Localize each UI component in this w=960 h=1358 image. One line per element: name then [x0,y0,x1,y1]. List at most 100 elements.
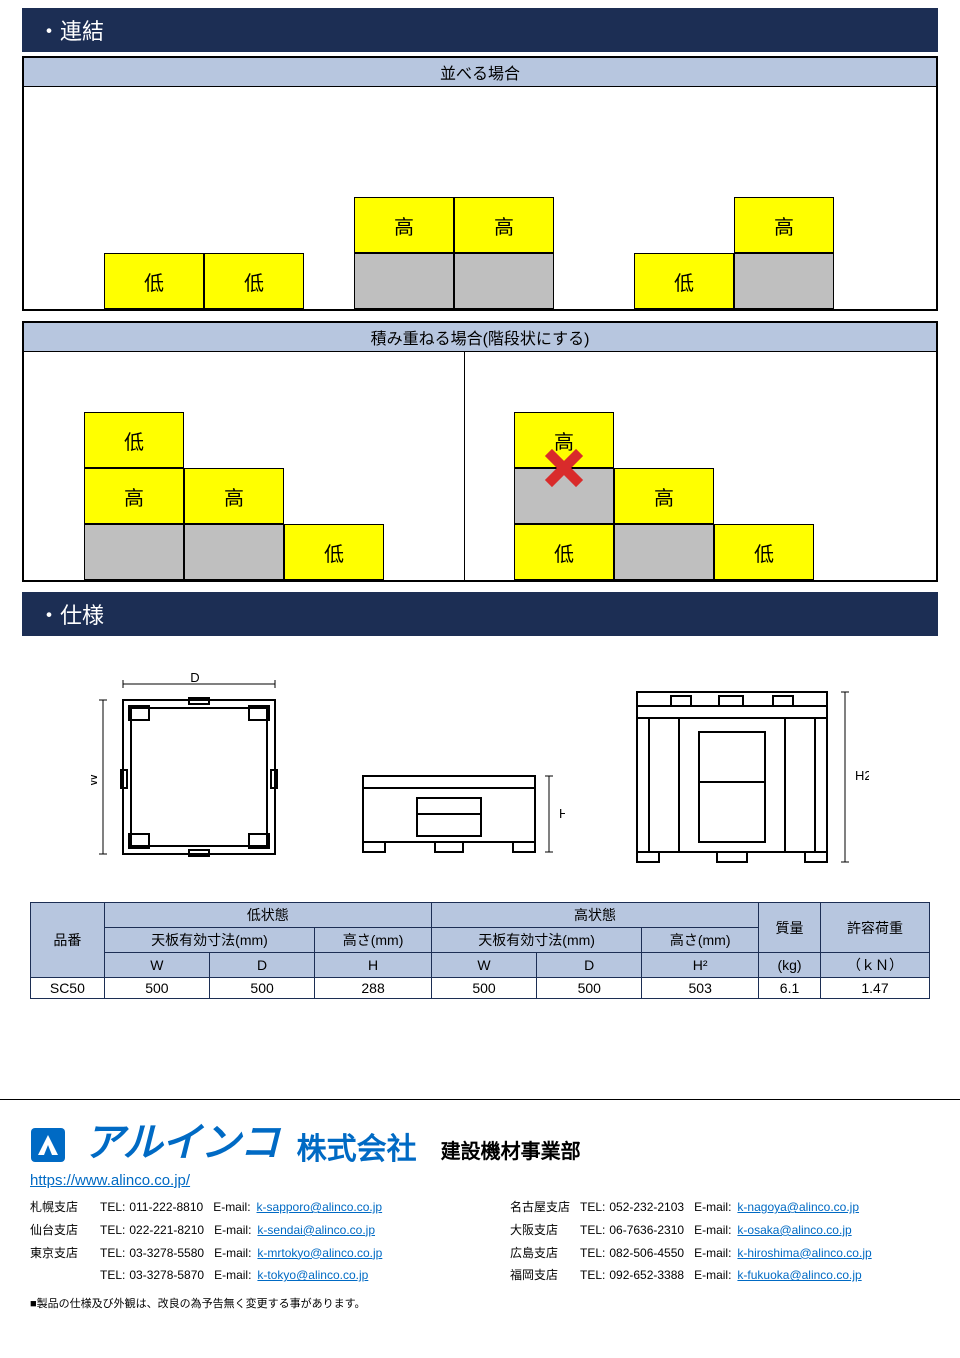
email-label: E-mail: [694,1196,731,1219]
block-high-top: 高 [354,197,454,253]
stack-divider [464,352,465,580]
cell-highD: 500 [537,978,642,999]
diagram-body-side: 低低高高低高 [24,87,936,309]
cell-hinban: SC50 [31,978,105,999]
email-label: E-mail: [214,1219,251,1242]
email-label: E-mail: [694,1264,731,1287]
th-highstate: 高状態 [431,903,758,928]
branch-tel: 011-222-8810 [129,1196,203,1219]
th-W-high: W [431,953,536,978]
branch-email[interactable]: k-mrtokyo@alinco.co.jp [257,1242,382,1265]
th-topdim-high: 天板有効寸法(mm) [431,928,641,953]
th-H: H [315,953,432,978]
block-low: 低 [284,524,384,580]
block-low: 低 [634,253,734,309]
th-D-low: D [209,953,314,978]
cell-lowD: 500 [209,978,314,999]
brand-row: アルインコ 株式会社 建設機材事業部 [30,1110,930,1168]
th-W-low: W [104,953,209,978]
branch-row: 札幌支店TEL:011-222-8810 E-mail: k-sapporo@ali… [30,1196,450,1219]
branch-name: 名古屋支店 [510,1196,580,1219]
dim-H2: H2 [855,768,869,783]
cell-highW: 500 [431,978,536,999]
block-high-base [454,253,554,309]
block-high-base [84,524,184,580]
drawing-top-view: D W [91,672,291,872]
th-mass: 質量 [759,903,821,953]
drawing-side-high: H2 [619,672,869,872]
branch-email[interactable]: k-tokyo@alinco.co.jp [257,1264,368,1287]
branch-email[interactable]: k-osaka@alinco.co.jp [737,1219,851,1242]
block-high-top: 高 [184,468,284,524]
branch-email[interactable]: k-sapporo@alinco.co.jp [257,1196,383,1219]
tel-label: TEL: [580,1242,605,1265]
cell-load: 1.47 [821,978,930,999]
branch-row: 福岡支店TEL:092-652-3388E-mail:k-fukuoka@ali… [510,1264,930,1287]
technical-drawings: D W H [30,672,930,872]
branch-name: 札幌支店 [30,1196,100,1219]
tel-label: TEL: [580,1196,605,1219]
block-low: 低 [204,253,304,309]
branch-name: 広島支店 [510,1242,580,1265]
branch-row: 仙台支店TEL:022-221-8210E-mail:k-sendai@alin… [30,1219,450,1242]
branch-email[interactable]: k-sendai@alinco.co.jp [257,1219,375,1242]
branch-email[interactable]: k-nagoya@alinco.co.jp [737,1196,859,1219]
th-mass-unit: (kg) [759,953,821,978]
branch-tel: 022-221-8210 [129,1219,204,1242]
branch-row: 広島支店TEL:082-506-4550 E-mail: k-hiroshima@a… [510,1242,930,1265]
diagram-side-by-side: 並べる場合 低低高高低高 [22,56,938,311]
email-label: E-mail: [214,1264,251,1287]
branch-tel: 03-3278-5580 [129,1242,204,1265]
tel-label: TEL: [580,1219,605,1242]
company-url[interactable]: https://www.alinco.co.jp/ [30,1172,190,1189]
block-high-base [514,468,614,524]
branch-row: 名古屋支店TEL:052-232-2103 E-mail: k-nagoya@ali… [510,1196,930,1219]
branches: 札幌支店TEL:011-222-8810E-mail:k-sapporo@ali… [30,1196,930,1287]
cell-highH2: 503 [642,978,759,999]
section-header-shiyou: ・仕様 [22,592,938,636]
department-name: 建設機材事業部 [441,1135,581,1168]
email-label: E-mail: [213,1196,250,1219]
tel-label: TEL: [100,1264,125,1287]
block-low: 低 [514,524,614,580]
cell-lowH: 288 [315,978,432,999]
footer: アルインコ 株式会社 建設機材事業部 https://www.alinco.co… [0,1099,960,1335]
th-lowstate: 低状態 [104,903,431,928]
disclaimer: ■製品の仕様及び外観は、改良の為予告無く変更する事があります。 [30,1295,930,1311]
block-high-top: 高 [84,468,184,524]
email-label: E-mail: [694,1242,731,1265]
tel-label: TEL: [580,1264,605,1287]
spec-table: 品番低状態高状態質量許容荷重天板有効寸法(mm)高さ(mm)天板有効寸法(mm)… [30,902,930,999]
branch-name: 仙台支店 [30,1219,100,1242]
diagram-body-stack: 高低高低低高高低 [24,352,936,580]
block-low: 低 [104,253,204,309]
branch-tel: 06-7636-2310 [609,1219,684,1242]
branches-left: 札幌支店TEL:011-222-8810E-mail:k-sapporo@ali… [30,1196,450,1287]
brand-name: アルインコ [84,1110,279,1168]
branch-name: 福岡支店 [510,1264,580,1287]
th-D-high: D [537,953,642,978]
branch-tel: 082-506-4550 [609,1242,684,1265]
branch-email[interactable]: k-fukuoka@alinco.co.jp [737,1264,861,1287]
section-header-renketsu: ・連結 [22,8,938,52]
branch-row: 東京支店TEL:03-3278-5580E-mail:k-mrtokyo@ali… [30,1242,450,1265]
cell-lowW: 500 [104,978,209,999]
th-load-unit: （ｋＮ） [821,953,930,978]
th-H2: H² [642,953,759,978]
diagram-stacked: 積み重ねる場合(階段状にする) 高低高低低高高低 [22,321,938,582]
branch-name: 東京支店 [30,1242,100,1265]
th-hinban: 品番 [31,903,105,978]
branch-tel: 052-232-2103 [609,1196,684,1219]
block-high-top: 高 [734,197,834,253]
block-high-base [614,524,714,580]
th-height-low: 高さ(mm) [315,928,432,953]
tel-label: TEL: [100,1196,125,1219]
brand-suffix: 株式会社 [297,1124,417,1168]
branches-right: 名古屋支店TEL:052-232-2103E-mail:k-nagoya@ali… [510,1196,930,1287]
block-high-top: 高 [614,468,714,524]
block-high-base [184,524,284,580]
email-label: E-mail: [214,1242,251,1265]
branch-email[interactable]: k-hiroshima@alinco.co.jp [737,1242,871,1265]
cell-mass: 6.1 [759,978,821,999]
block-high-top: 高 [454,197,554,253]
